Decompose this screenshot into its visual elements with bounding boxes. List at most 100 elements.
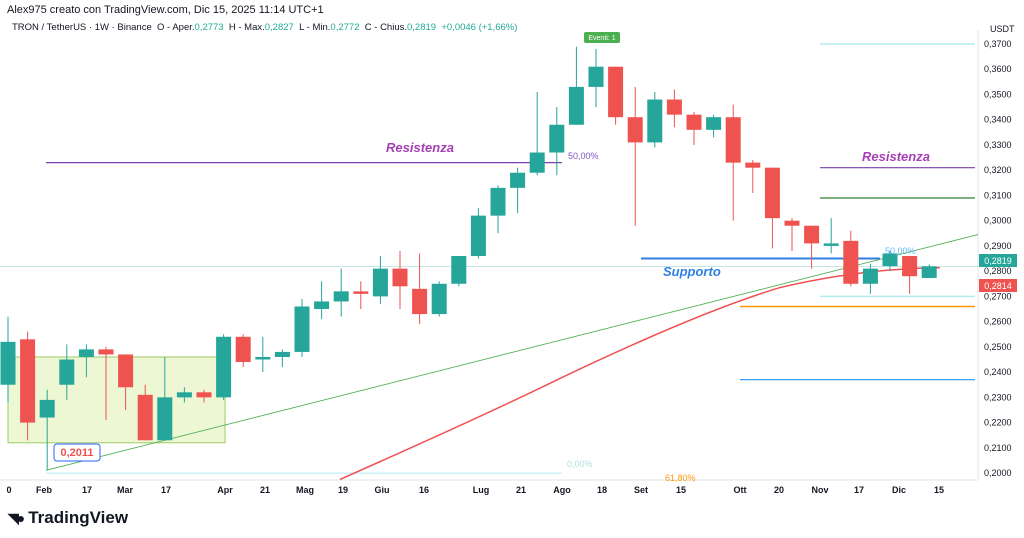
candle-body	[823, 243, 839, 246]
candle-body	[176, 392, 192, 398]
low-price-label: 0,2011	[60, 447, 93, 459]
candle-body	[372, 268, 388, 297]
date-tick: 17	[82, 485, 92, 495]
symbol-legend: TRON / TetherUS · 1W · Binance O - Aper.…	[12, 22, 517, 33]
fib-50-label-left: 50,00%	[568, 151, 599, 161]
candle-body	[843, 240, 859, 284]
candle-body	[706, 117, 722, 130]
candle-body	[470, 215, 486, 257]
price-tick: 0,3100	[984, 190, 1012, 200]
date-tick: Lug	[473, 485, 490, 495]
candle-body	[392, 268, 408, 287]
price-tick: 0,3000	[984, 216, 1012, 226]
tradingview-logo: ◥● TradingView	[8, 508, 129, 527]
candle-body	[862, 268, 878, 284]
candle-body	[549, 124, 565, 153]
price-tick: 0,2500	[984, 342, 1012, 352]
price-tick: 0,3300	[984, 140, 1012, 150]
date-tick: 18	[597, 485, 607, 495]
close-value: 0,2819	[407, 22, 437, 33]
date-tick: Ago	[553, 485, 571, 495]
price-tick: 0,2000	[984, 468, 1012, 478]
candle-body	[78, 349, 94, 357]
date-tick: 16	[419, 485, 429, 495]
last-price-badge	[979, 254, 1017, 267]
candle-body	[274, 351, 290, 357]
date-tick: 15	[676, 485, 686, 495]
low-label: L - Min.	[299, 22, 331, 33]
price-tick: 0,3700	[984, 39, 1012, 49]
trendline	[45, 234, 979, 471]
candle-body	[608, 66, 624, 118]
price-tick: 0,2600	[984, 317, 1012, 327]
ma-price-badge	[979, 279, 1017, 292]
price-tick: 0,3400	[984, 115, 1012, 125]
candle-body	[666, 99, 682, 115]
fib-50-label-right: 50,00%	[885, 246, 916, 256]
date-tick: 21	[516, 485, 526, 495]
candle-body	[0, 341, 16, 385]
open-label: O - Aper.	[157, 22, 195, 33]
date-tick: 0	[6, 485, 11, 495]
candle-body	[804, 225, 820, 244]
price-tick: 0,3200	[984, 165, 1012, 175]
resistance-label-left: Resistenza	[386, 140, 454, 155]
candle-body	[353, 291, 369, 294]
date-tick: Mag	[296, 485, 314, 495]
date-tick: 19	[338, 485, 348, 495]
candle-body	[314, 301, 330, 310]
high-value: 0,2827	[264, 22, 294, 33]
event-label: Eventi: 1	[588, 35, 615, 42]
date-tick: Ott	[734, 485, 747, 495]
date-tick: Set	[634, 485, 648, 495]
date-tick: Nov	[811, 485, 828, 495]
candle-body	[921, 266, 937, 278]
candle-body	[39, 399, 55, 418]
date-tick: 21	[260, 485, 270, 495]
date-tick: Giu	[375, 485, 390, 495]
date-tick: Dic	[892, 485, 906, 495]
candle-body	[118, 354, 134, 388]
symbol-name[interactable]: TRON / TetherUS · 1W · Binance	[12, 22, 152, 33]
candle-body	[725, 117, 741, 163]
low-value: 0,2772	[330, 22, 360, 33]
candle-body	[235, 336, 251, 363]
low-price-callout	[53, 443, 101, 462]
ma-price-label: 0,2814	[984, 281, 1012, 291]
price-tick: 0,2700	[984, 291, 1012, 301]
candle-body	[764, 167, 780, 219]
candle-body	[745, 162, 761, 168]
price-tick: 0,2300	[984, 392, 1012, 402]
chart-credit: Alex975 creato con TradingView.com, Dic …	[7, 4, 324, 16]
date-tick: Mar	[117, 485, 134, 495]
price-tick: 0,2400	[984, 367, 1012, 377]
support-label: Supporto	[663, 264, 721, 279]
date-tick: 15	[934, 485, 944, 495]
close-label: C - Chius.	[364, 22, 407, 33]
currency-label: USDT	[990, 24, 1015, 34]
candle-body	[216, 336, 232, 398]
candle-body	[568, 86, 584, 125]
candle-body	[510, 172, 526, 188]
candle-body	[882, 253, 898, 267]
price-tick: 0,3600	[984, 64, 1012, 74]
price-tick: 0,3500	[984, 89, 1012, 99]
candle-body	[902, 256, 918, 277]
candle-body	[137, 394, 153, 441]
last-price-label: 0,2819	[984, 256, 1012, 266]
candle-body	[255, 356, 271, 360]
candle-body	[20, 339, 36, 423]
date-tick: Apr	[217, 485, 233, 495]
price-tick: 0,2900	[984, 241, 1012, 251]
candle-body	[588, 66, 604, 87]
candle-body	[294, 306, 310, 352]
candle-body	[686, 114, 702, 130]
candle-body	[490, 187, 506, 216]
high-label: H - Max.	[228, 22, 265, 33]
price-tick: 0,2800	[984, 266, 1012, 276]
tradingview-icon: ◥●	[8, 509, 25, 526]
candle-body	[59, 359, 75, 385]
date-tick: Feb	[36, 485, 53, 495]
candle-body	[333, 291, 349, 302]
